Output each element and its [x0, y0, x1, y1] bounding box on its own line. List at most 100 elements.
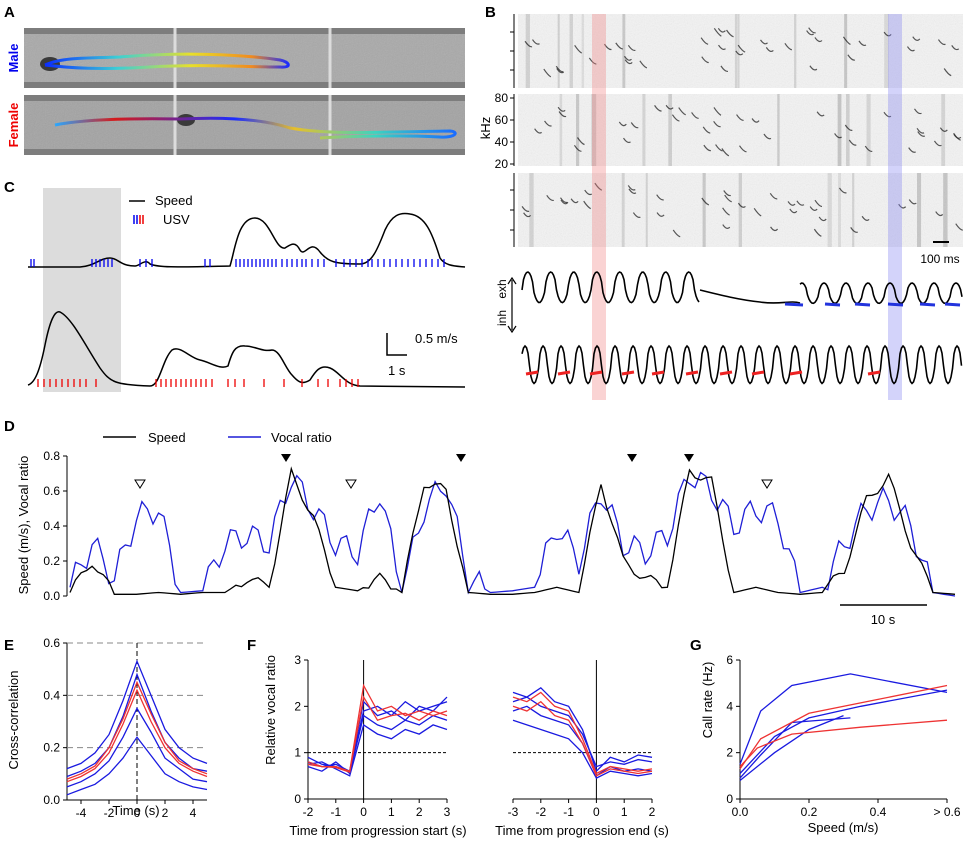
- panel-label-c: C: [4, 179, 15, 196]
- noise-band: [794, 14, 797, 88]
- legend-usv-marks: [133, 215, 144, 224]
- female-usv-segment: [789, 370, 803, 376]
- noise-band: [668, 94, 672, 166]
- noise-band: [866, 94, 871, 166]
- noise-band: [591, 94, 597, 166]
- call-mark: [521, 206, 530, 212]
- plot-e: 0.6 0.4 0.2 0.0 -4 -2 0 2 4: [43, 636, 208, 820]
- spectrogram-axes: [510, 14, 515, 247]
- noise-band: [941, 94, 946, 166]
- panel-label-b: B: [485, 4, 496, 21]
- call-mark: [639, 60, 648, 69]
- series-line-mouse-3: [739, 717, 851, 779]
- female-usv-segment: [621, 370, 635, 376]
- breathing-trace-bottom: [521, 344, 963, 385]
- legend-vocal-label-d: Vocal ratio: [271, 430, 332, 445]
- call-mark: [864, 145, 873, 153]
- call-mark: [951, 45, 960, 51]
- noise-band: [777, 94, 780, 166]
- x-tick-label: -1: [330, 805, 341, 819]
- call-mark: [671, 114, 680, 122]
- noise-band: [642, 94, 646, 166]
- call-mark: [722, 224, 731, 229]
- plot-g: 6 4 2 00.0 0.2 0.4 > 0.6: [726, 653, 961, 819]
- y-tick-label: 0.2: [43, 741, 60, 755]
- call-mark: [847, 54, 855, 61]
- call-mark: [583, 200, 591, 210]
- series-line-mouse-4: [739, 714, 844, 782]
- series-line-mouse-1: [66, 659, 208, 770]
- series-line-mouse-3: [66, 707, 208, 788]
- x-tick-label: 2: [649, 805, 656, 819]
- call-mark: [906, 46, 915, 52]
- call-mark: [751, 118, 760, 123]
- plot-f-right: -3 -2 -1 0 1 2: [508, 660, 656, 819]
- call-mark: [763, 133, 772, 140]
- legend-speed-label-d: Speed: [148, 430, 186, 445]
- call-mark: [814, 37, 823, 43]
- series-line-mouse-2: [307, 714, 448, 775]
- female-usv-segment: [685, 370, 699, 376]
- yticks-d: 0.8 0.6 0.4 0.2 0.0: [43, 449, 67, 603]
- call-mark: [955, 223, 963, 231]
- plot-d: [69, 466, 956, 597]
- noise-band: [738, 173, 743, 247]
- panel-label-f: F: [247, 637, 256, 654]
- call-mark: [848, 139, 857, 146]
- call-mark: [858, 40, 867, 47]
- series-line-mouse-4: [512, 696, 653, 768]
- x-tick-label: -4: [76, 806, 87, 820]
- male-usv-ticks: [30, 259, 445, 267]
- call-mark: [720, 65, 729, 73]
- call-mark: [883, 31, 892, 37]
- noise-band: [525, 14, 530, 88]
- call-mark: [700, 37, 709, 45]
- call-mark: [722, 207, 730, 216]
- call-mark: [883, 111, 892, 118]
- filled-triangle-4: [684, 454, 694, 462]
- x-tick-label: 0.2: [801, 805, 818, 819]
- call-mark: [544, 120, 552, 127]
- x-tick-label: 0.4: [870, 805, 887, 819]
- khz-tick-60: 60: [495, 113, 509, 127]
- x-tick-label: 1: [388, 805, 395, 819]
- call-mark: [701, 56, 709, 64]
- highlight-blue: [888, 14, 902, 400]
- x-tick-label: 0.0: [732, 805, 749, 819]
- male-usv-segment: [944, 302, 961, 307]
- call-mark: [524, 40, 533, 48]
- female-usv-ticks: [37, 379, 359, 387]
- x-tick-label: 0: [593, 805, 600, 819]
- call-mark: [713, 121, 721, 128]
- call-mark: [656, 194, 664, 201]
- call-mark: [632, 212, 641, 218]
- call-mark: [603, 43, 612, 51]
- filled-triangle-3: [627, 454, 637, 462]
- call-mark: [713, 107, 722, 116]
- xlabel-e: Time (s): [112, 803, 159, 818]
- y-tick-label: 0.4: [43, 688, 60, 702]
- series-line-mouse-6: [307, 695, 448, 773]
- x-tick-label: -2: [104, 806, 115, 820]
- female-usv-segment: [751, 370, 765, 376]
- x-tick-label: 4: [190, 806, 197, 820]
- call-mark: [584, 189, 593, 196]
- call-mark: [953, 133, 962, 139]
- noise-band: [621, 173, 625, 247]
- x-tick-label: 1: [621, 805, 628, 819]
- call-mark: [844, 124, 853, 131]
- xlabel-f-right: Time from progression end (s): [495, 823, 669, 838]
- call-mark: [701, 197, 710, 206]
- male-label: Male: [6, 44, 21, 73]
- call-mark: [623, 55, 632, 61]
- ylabel-d: Speed (m/s), Vocal ratio: [16, 456, 31, 595]
- y-tick-label: 0.4: [43, 519, 60, 533]
- series-line-mouse-5: [512, 691, 653, 775]
- y-tick-label: 0.6: [43, 636, 60, 650]
- series-line-vocal-ratio: [69, 471, 956, 597]
- y-tick-label: 0.0: [43, 589, 60, 603]
- call-mark: [809, 206, 818, 211]
- call-mark: [809, 65, 818, 71]
- series-line-mouse-6: [739, 684, 948, 770]
